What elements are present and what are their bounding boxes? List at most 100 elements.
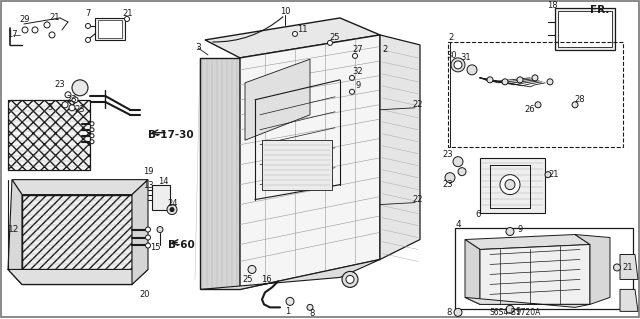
Circle shape — [157, 226, 163, 233]
Polygon shape — [12, 180, 148, 195]
Circle shape — [86, 37, 90, 42]
Text: 29: 29 — [20, 15, 30, 25]
Circle shape — [65, 92, 71, 98]
Polygon shape — [132, 180, 148, 285]
Text: 21: 21 — [50, 13, 60, 22]
Circle shape — [86, 24, 90, 28]
Text: 21: 21 — [548, 170, 559, 179]
Text: B-17-30: B-17-30 — [148, 130, 194, 140]
Text: 9: 9 — [355, 81, 360, 90]
Bar — [262, 140, 332, 189]
Text: 9: 9 — [517, 225, 523, 234]
Text: 8: 8 — [309, 309, 315, 318]
Circle shape — [69, 105, 75, 111]
Circle shape — [44, 22, 50, 28]
Text: 27: 27 — [353, 45, 364, 55]
Circle shape — [532, 75, 538, 81]
Text: 16: 16 — [260, 275, 271, 284]
Text: 19: 19 — [143, 167, 153, 176]
Circle shape — [535, 102, 541, 108]
Bar — [455, 227, 633, 309]
Text: 23: 23 — [75, 105, 85, 114]
Text: 17: 17 — [7, 30, 18, 40]
Text: 6: 6 — [476, 210, 481, 219]
Text: 23: 23 — [443, 150, 453, 159]
Text: 11: 11 — [297, 26, 307, 34]
Circle shape — [307, 304, 313, 310]
Circle shape — [506, 305, 514, 313]
Circle shape — [500, 174, 520, 195]
Bar — [22, 195, 132, 285]
Text: 30: 30 — [447, 51, 458, 60]
Text: S6S4-B1720A: S6S4-B1720A — [490, 308, 541, 317]
Text: 26: 26 — [525, 105, 535, 114]
Circle shape — [90, 122, 94, 126]
Text: 13: 13 — [143, 181, 154, 190]
Text: 21: 21 — [123, 10, 133, 19]
Circle shape — [453, 157, 463, 167]
Bar — [95, 18, 125, 40]
Polygon shape — [620, 289, 638, 311]
Text: 25: 25 — [330, 33, 340, 42]
Circle shape — [502, 79, 508, 85]
Bar — [22, 195, 132, 285]
Text: 18: 18 — [547, 2, 557, 11]
Text: 4: 4 — [455, 220, 461, 229]
Circle shape — [167, 204, 177, 215]
Polygon shape — [245, 59, 310, 140]
Text: 23: 23 — [443, 180, 453, 189]
Circle shape — [90, 140, 94, 144]
Bar — [98, 20, 122, 38]
Circle shape — [467, 65, 477, 75]
Text: 3: 3 — [195, 43, 201, 52]
Polygon shape — [8, 270, 148, 285]
Polygon shape — [380, 35, 420, 259]
Circle shape — [458, 168, 466, 176]
Polygon shape — [240, 35, 380, 289]
Circle shape — [454, 308, 462, 316]
Polygon shape — [200, 58, 240, 289]
Circle shape — [545, 172, 551, 178]
Circle shape — [328, 41, 333, 45]
Text: 1: 1 — [285, 307, 291, 316]
Text: FR.: FR. — [590, 5, 610, 15]
Polygon shape — [465, 234, 590, 249]
Circle shape — [349, 89, 355, 94]
Circle shape — [32, 27, 38, 33]
Circle shape — [353, 53, 358, 58]
Circle shape — [145, 243, 150, 248]
Circle shape — [445, 173, 455, 182]
Text: 24: 24 — [168, 199, 179, 208]
Polygon shape — [465, 240, 480, 304]
Text: B-60: B-60 — [168, 240, 195, 249]
Polygon shape — [575, 234, 610, 304]
Circle shape — [506, 227, 514, 235]
Circle shape — [90, 134, 94, 138]
Text: 23: 23 — [67, 95, 77, 104]
Circle shape — [346, 275, 354, 283]
Text: 2: 2 — [382, 45, 388, 55]
Circle shape — [62, 102, 68, 108]
Circle shape — [487, 77, 493, 83]
Circle shape — [454, 61, 462, 69]
Text: 9: 9 — [515, 307, 520, 316]
Circle shape — [342, 271, 358, 287]
Circle shape — [572, 102, 578, 108]
Text: 20: 20 — [140, 290, 150, 299]
Circle shape — [145, 235, 150, 240]
Circle shape — [248, 265, 256, 273]
Polygon shape — [8, 180, 22, 285]
Circle shape — [505, 180, 515, 189]
Circle shape — [286, 297, 294, 305]
Circle shape — [517, 77, 523, 83]
Text: 8: 8 — [447, 308, 452, 317]
Bar — [448, 42, 623, 147]
Text: 23: 23 — [54, 80, 65, 89]
Text: 5: 5 — [47, 103, 52, 112]
Circle shape — [451, 58, 465, 72]
Circle shape — [90, 128, 94, 132]
FancyArrow shape — [614, 9, 630, 15]
Text: 28: 28 — [575, 95, 586, 104]
Text: 22: 22 — [413, 195, 423, 204]
Circle shape — [72, 80, 88, 96]
